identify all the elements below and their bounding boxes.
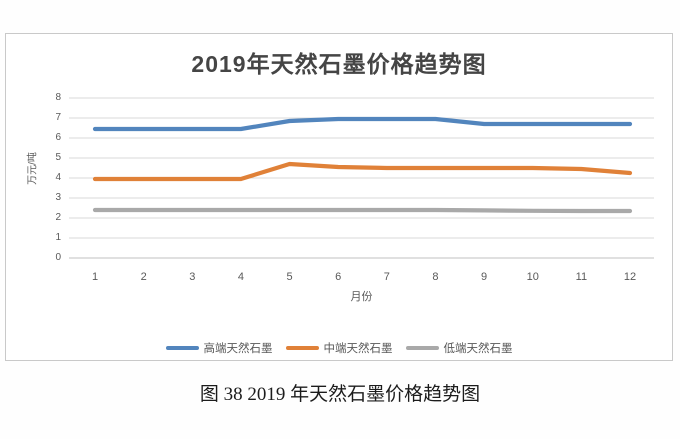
y-tick-label-1: 1 xyxy=(55,232,61,243)
y-tick-label-5: 5 xyxy=(55,152,61,163)
chart-title: 2019年天然石墨价格趋势图 xyxy=(191,51,487,77)
legend-item-2: 中端天然石墨 xyxy=(285,340,393,356)
y-tick-label-3: 3 xyxy=(55,192,61,203)
series-line-2 xyxy=(92,161,633,182)
legend-label: 高端天然石墨 xyxy=(203,343,273,355)
legend-line-swatch xyxy=(405,346,439,350)
legend-line-swatch xyxy=(285,346,319,350)
x-tick-label-3: 3 xyxy=(189,271,196,283)
x-tick-label-12: 12 xyxy=(623,271,637,283)
legend-label: 中端天然石墨 xyxy=(323,343,393,355)
x-tick-label-6: 6 xyxy=(335,271,342,283)
x-tick-label-11: 11 xyxy=(575,271,588,283)
legend-label: 低端天然石墨 xyxy=(443,343,513,355)
x-tick-label-9: 9 xyxy=(481,271,488,283)
y-tick-label-6: 6 xyxy=(55,132,61,143)
legend-item-1: 高端天然石墨 xyxy=(165,340,273,356)
x-tick-label-5: 5 xyxy=(286,271,293,283)
x-tick-label-1: 1 xyxy=(91,271,99,283)
x-tick-label-2: 2 xyxy=(140,271,147,283)
x-tick-label-10: 10 xyxy=(526,271,539,283)
x-tick-label-7: 7 xyxy=(383,271,390,283)
y-axis-title: 万元/吨 xyxy=(27,152,39,185)
x-axis-title: 月份 xyxy=(350,291,373,303)
x-tick-label-4: 4 xyxy=(237,271,244,283)
legend-item-3: 低端天然石墨 xyxy=(405,340,513,356)
y-tick-label-8: 8 xyxy=(55,92,61,103)
figure-caption: 图 38 2019 年天然石墨价格趋势图 xyxy=(199,384,481,405)
line-chart-plot xyxy=(69,97,654,259)
series-line-3 xyxy=(92,207,633,214)
x-tick-label-8: 8 xyxy=(432,271,439,283)
y-tick-label-2: 2 xyxy=(55,212,61,223)
chart-legend: 高端天然石墨 中端天然石墨 低端天然石墨 xyxy=(6,340,672,356)
y-tick-label-7: 7 xyxy=(55,112,61,123)
y-tick-label-0: 0 xyxy=(55,252,61,263)
y-tick-label-4: 4 xyxy=(55,172,61,183)
series-line-1 xyxy=(92,116,633,132)
legend-line-swatch xyxy=(165,346,199,350)
